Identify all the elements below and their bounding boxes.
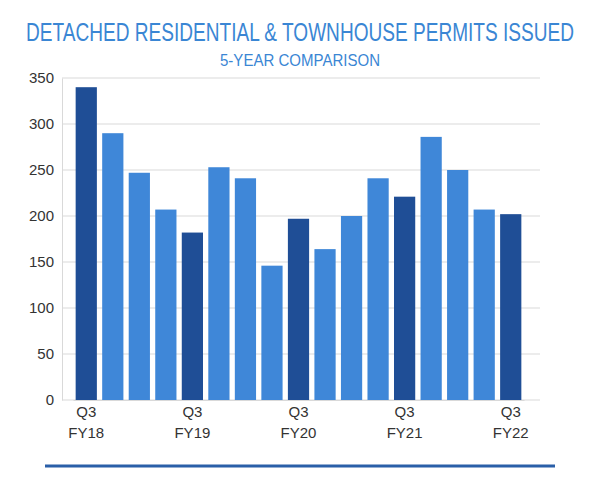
x-tick-label: Q3 FY18 bbox=[68, 403, 104, 442]
grid-line bbox=[62, 78, 540, 79]
bars bbox=[76, 87, 522, 400]
y-tick: 300 bbox=[29, 115, 62, 132]
y-tick: 100 bbox=[29, 299, 62, 316]
y-tick-label: 150 bbox=[29, 253, 54, 270]
x-tick-label: Q3 FY21 bbox=[387, 403, 423, 442]
y-tick-label: 200 bbox=[29, 207, 54, 224]
y-tick-label: 100 bbox=[29, 299, 54, 316]
x-tick-label-line: Q3 bbox=[182, 403, 202, 420]
grid-line bbox=[62, 170, 540, 171]
bar bbox=[155, 210, 176, 400]
y-axis: 0 50 100 150 200 250 300 350 bbox=[29, 69, 63, 408]
x-tick-label: Q3 FY19 bbox=[174, 403, 210, 442]
x-tick: Q3 FY19 bbox=[174, 400, 210, 441]
y-axis-line bbox=[62, 79, 63, 401]
y-tick: 50 bbox=[37, 345, 62, 362]
bar bbox=[208, 167, 229, 400]
footer-rule bbox=[45, 465, 555, 468]
bar bbox=[474, 210, 495, 400]
y-tick-label: 0 bbox=[46, 391, 54, 408]
y-tick: 200 bbox=[29, 207, 62, 224]
x-tick-label-line: FY22 bbox=[493, 424, 529, 441]
y-tick-label: 50 bbox=[37, 345, 54, 362]
x-tick-label-line: FY18 bbox=[68, 424, 104, 441]
y-tick: 0 bbox=[46, 391, 62, 408]
bar bbox=[421, 137, 442, 400]
x-axis-line bbox=[74, 400, 525, 401]
x-tick-label-line: Q3 bbox=[395, 403, 415, 420]
x-tick: Q3 FY18 bbox=[68, 400, 104, 441]
bar bbox=[500, 214, 521, 400]
bar bbox=[288, 219, 309, 400]
title: DETACHED RESIDENTIAL & TOWNHOUSE PERMITS… bbox=[26, 18, 574, 46]
y-tick-label: 300 bbox=[29, 115, 54, 132]
bar bbox=[102, 133, 123, 400]
grid bbox=[62, 78, 540, 400]
subtitle: 5-YEAR COMPARISON bbox=[220, 51, 380, 70]
x-tick-label: Q3 FY20 bbox=[281, 403, 317, 442]
x-tick: Q3 FY21 bbox=[387, 400, 423, 441]
x-tick-label-line: Q3 bbox=[288, 403, 308, 420]
x-tick: Q3 FY20 bbox=[281, 400, 317, 441]
x-tick-label-line: FY19 bbox=[174, 424, 210, 441]
bar bbox=[447, 170, 468, 400]
bar bbox=[314, 249, 335, 400]
bar bbox=[341, 216, 362, 400]
bar bbox=[394, 197, 415, 400]
bar bbox=[182, 233, 203, 400]
chart: DETACHED RESIDENTIAL & TOWNHOUSE PERMITS… bbox=[0, 0, 600, 491]
x-tick-label-line: FY20 bbox=[281, 424, 317, 441]
x-tick-label: Q3 FY22 bbox=[493, 403, 529, 442]
y-tick: 350 bbox=[29, 69, 62, 86]
bar bbox=[76, 87, 97, 400]
bar bbox=[129, 173, 150, 400]
y-tick: 250 bbox=[29, 161, 62, 178]
grid-line bbox=[62, 124, 540, 125]
y-tick: 150 bbox=[29, 253, 62, 270]
x-tick-label-line: FY21 bbox=[387, 424, 423, 441]
x-tick: Q3 FY22 bbox=[493, 400, 529, 441]
x-tick-label-line: Q3 bbox=[501, 403, 521, 420]
y-tick-label: 250 bbox=[29, 161, 54, 178]
bar bbox=[261, 266, 282, 400]
y-tick-label: 350 bbox=[29, 69, 54, 86]
bar bbox=[235, 178, 256, 400]
x-tick-label-line: Q3 bbox=[76, 403, 96, 420]
bar bbox=[367, 178, 388, 400]
x-axis: Q3 FY18 Q3 FY19 Q3 FY20 Q3 FY21 Q3 FY22 bbox=[68, 400, 528, 441]
